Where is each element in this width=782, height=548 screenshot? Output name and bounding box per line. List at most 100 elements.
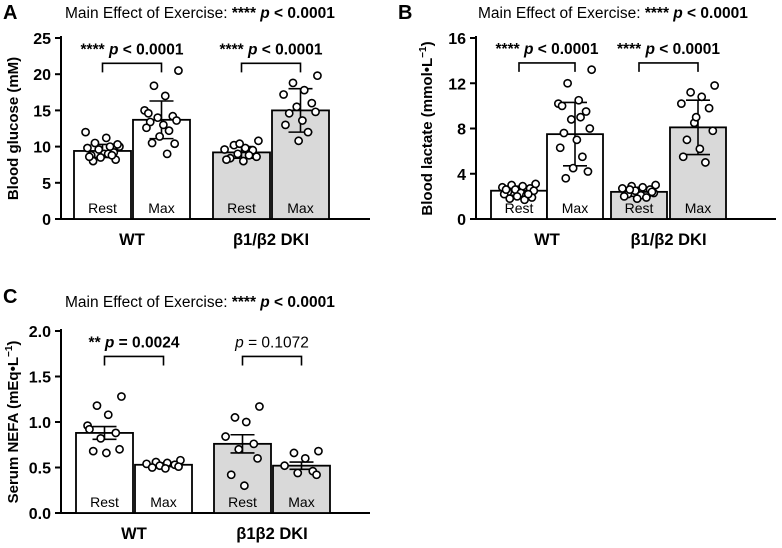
y-tick-label: 5 <box>42 176 51 193</box>
data-point <box>314 446 323 456</box>
data-point <box>233 149 243 159</box>
category-label: β1β2 DKI <box>236 525 308 543</box>
y-tick-label: 2.0 <box>29 324 51 341</box>
data-point <box>149 81 159 91</box>
title-p-value: < 0.0001 <box>683 5 748 22</box>
bar-label: Rest <box>228 494 257 510</box>
data-point <box>566 115 576 124</box>
data-point <box>147 463 157 472</box>
panel-c: C Main Effect of Exercise: **** p < 0.000… <box>3 286 370 543</box>
data-point <box>313 71 322 81</box>
comparison-p-symbol: p <box>247 41 257 58</box>
data-point <box>292 102 302 112</box>
bar-label: Max <box>148 200 174 216</box>
data-point <box>235 139 245 149</box>
data-point <box>577 152 587 162</box>
y-axis-label: Serum NEFA (mEq•L−1) <box>4 341 22 504</box>
data-point <box>647 187 657 197</box>
title-p-value: < 0.0001 <box>270 5 335 22</box>
y-axis-label: Blood glucose (mM) <box>5 57 22 200</box>
y-tick-label: 0 <box>457 212 466 229</box>
data-point <box>160 91 170 101</box>
title-p-symbol: p <box>672 5 682 22</box>
data-point <box>155 132 165 141</box>
data-point <box>641 193 651 202</box>
data-point <box>153 113 163 123</box>
title-stars: **** <box>645 5 673 22</box>
comparison-label: **** p < 0.0001 <box>496 41 599 58</box>
data-point <box>625 185 635 194</box>
data-point <box>311 107 320 117</box>
data-point <box>96 153 106 162</box>
data-point <box>512 191 522 201</box>
comparison-label: ** p = 0.0024 <box>89 334 180 351</box>
data-point <box>700 158 710 167</box>
y-label-end: ) <box>419 41 436 46</box>
data-point <box>88 446 98 456</box>
data-point <box>172 116 181 125</box>
data-point <box>160 464 170 473</box>
data-point <box>101 448 111 458</box>
data-point <box>284 108 294 118</box>
comparison-p-symbol: p <box>644 41 654 58</box>
comparison-stars: **** <box>81 41 109 58</box>
data-point <box>90 138 100 148</box>
data-point <box>254 136 263 146</box>
data-point <box>281 120 290 130</box>
y-label-superscript: −1 <box>4 345 15 357</box>
bar-label: Rest <box>88 200 117 216</box>
panel-letter: C <box>3 286 17 308</box>
data-point <box>293 468 303 478</box>
comparison-p-symbol: p <box>234 334 244 351</box>
data-point <box>299 85 309 95</box>
comparison-label: **** p < 0.0001 <box>220 41 323 58</box>
comparison-label: **** p < 0.0001 <box>617 41 720 58</box>
y-tick-label: 4 <box>457 167 466 184</box>
data-point <box>710 81 720 90</box>
y-tick-label: 25 <box>33 31 51 48</box>
data-point <box>682 135 692 145</box>
title-text: Main Effect of Exercise: <box>65 294 232 311</box>
comparison-bracket <box>101 62 163 73</box>
data-point <box>230 413 240 422</box>
y-tick-label: 0.0 <box>29 506 51 523</box>
data-point <box>101 133 111 143</box>
data-point <box>174 462 183 471</box>
data-point <box>294 136 304 146</box>
comparison-p-value: < 0.0001 <box>118 41 183 58</box>
y-tick-label: 8 <box>457 122 466 139</box>
data-point <box>83 143 92 153</box>
data-point <box>255 402 264 411</box>
data-point <box>221 432 230 441</box>
panel-a: A Main Effect of Exercise: **** p < 0.000… <box>3 2 370 249</box>
data-point <box>92 401 102 411</box>
data-point <box>289 448 299 458</box>
comparison-p-value: < 0.0001 <box>655 41 720 58</box>
comparison-stars: **** <box>220 41 248 58</box>
y-label-text: Blood lactate (mmol•L <box>419 58 436 216</box>
title-stars: **** <box>232 294 260 311</box>
comparison-bracket <box>518 62 576 72</box>
data-point <box>581 107 591 116</box>
data-point <box>297 116 307 125</box>
comparison-p-symbol: p <box>523 41 533 58</box>
data-point <box>559 128 569 138</box>
data-point <box>81 127 90 137</box>
data-point <box>523 189 533 199</box>
data-point <box>638 182 648 192</box>
data-point <box>501 185 511 194</box>
bar-label: Max <box>288 494 314 510</box>
data-point <box>115 444 124 454</box>
data-point <box>651 180 661 190</box>
data-point <box>303 127 313 137</box>
data-point <box>574 95 584 105</box>
comparison-bracket <box>103 355 165 366</box>
data-point <box>253 453 262 463</box>
data-point <box>84 152 94 162</box>
data-point <box>85 424 94 434</box>
data-point <box>249 439 259 449</box>
title-p-symbol: p <box>259 5 269 22</box>
comparison-p-value: < 0.0001 <box>257 41 322 58</box>
data-point <box>632 194 642 204</box>
